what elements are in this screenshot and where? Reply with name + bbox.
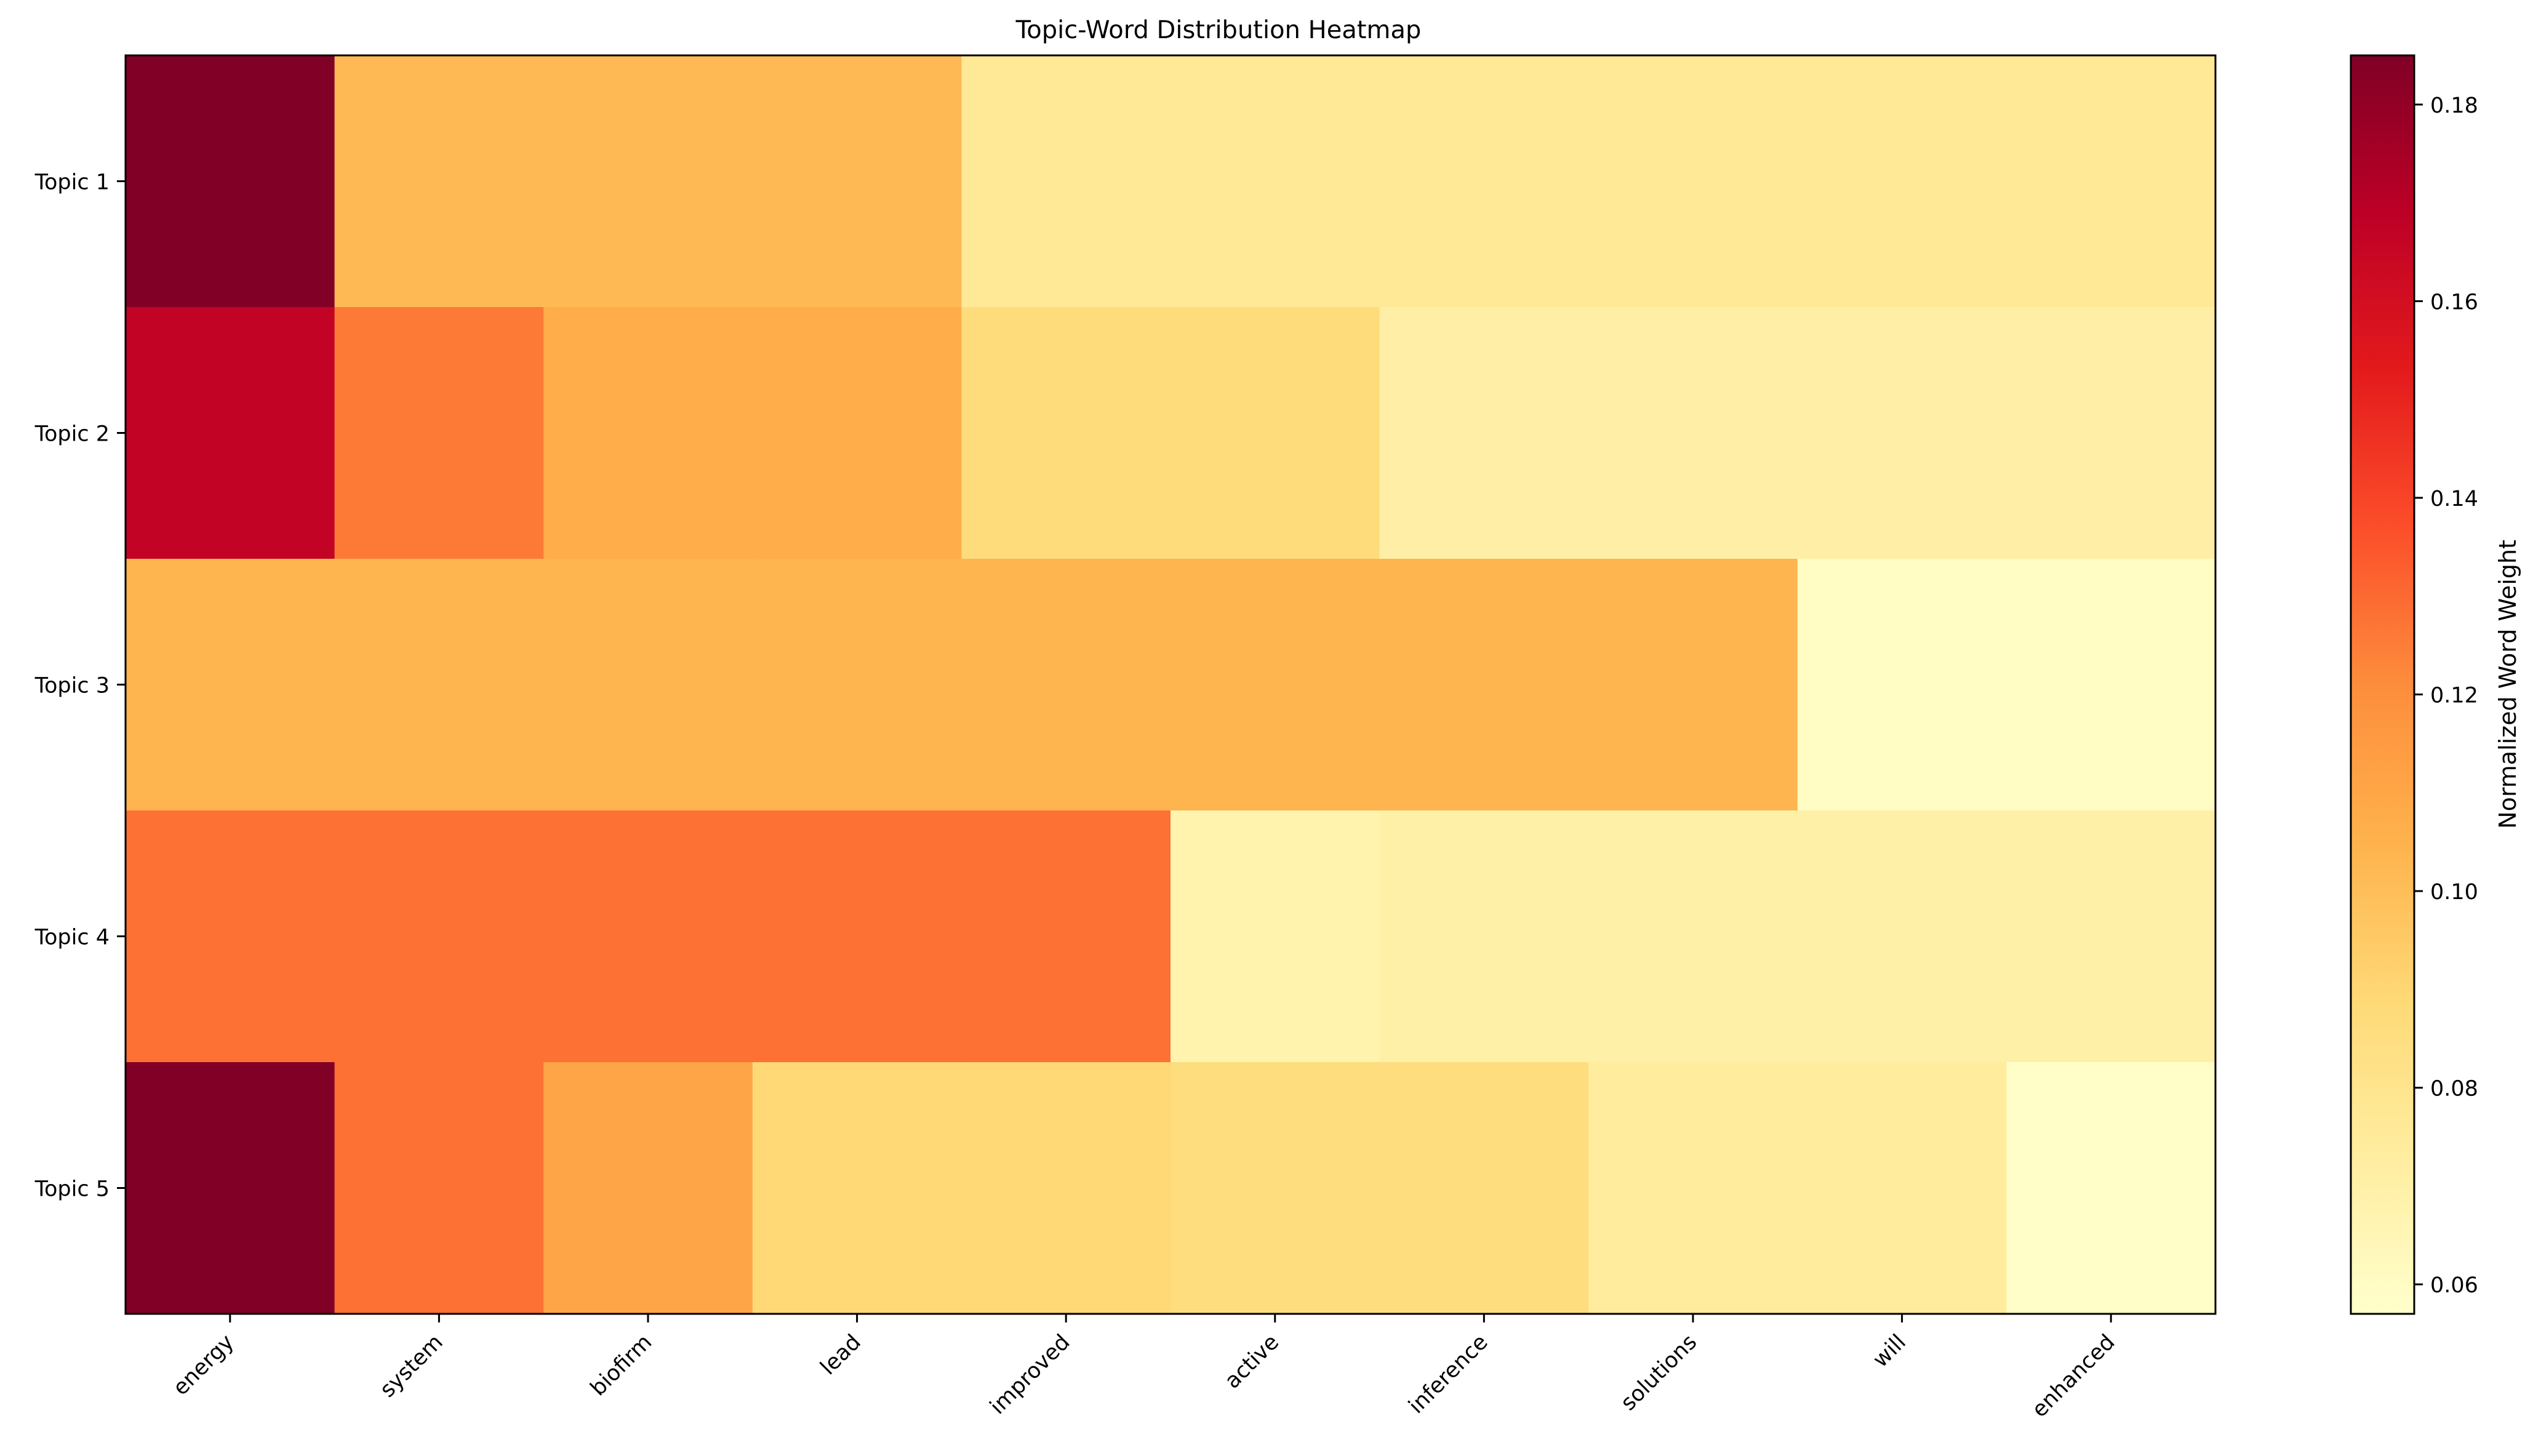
- heatmap-cell: [2006, 1062, 2216, 1314]
- colorbar-tick-label: 0.08: [2430, 1077, 2478, 1102]
- colorbar: [2350, 54, 2415, 1315]
- heatmap-cell: [1588, 810, 1798, 1063]
- heatmap-cell: [126, 307, 335, 559]
- heatmap-cell: [334, 1062, 544, 1314]
- heatmap-cell: [2006, 559, 2216, 811]
- heatmap-cell: [1170, 1062, 1380, 1314]
- heatmap-cell: [543, 1062, 753, 1314]
- heatmap-cell: [126, 55, 335, 308]
- heatmap-cell: [2006, 307, 2216, 559]
- heatmap-cell: [543, 810, 753, 1063]
- heatmap-cell: [2006, 810, 2216, 1063]
- heatmap-cell: [334, 810, 544, 1063]
- heatmap-cell: [1588, 1062, 1798, 1314]
- heatmap-cell: [1379, 1062, 1589, 1314]
- heatmap-cell: [126, 559, 335, 811]
- heatmap-cell: [961, 810, 1171, 1063]
- y-tick-label: Topic 2: [34, 422, 110, 447]
- heatmap-cell: [1379, 55, 1589, 308]
- heatmap-cell: [1797, 559, 2007, 811]
- heatmap-cell: [961, 559, 1171, 811]
- colorbar-tick-label: 0.10: [2430, 880, 2478, 905]
- heatmap-cells: [126, 55, 2216, 1314]
- heatmap-cell: [126, 1062, 335, 1314]
- y-tick-label: Topic 4: [34, 926, 110, 950]
- heatmap-cell: [1797, 810, 2007, 1063]
- heatmap-cell: [961, 1062, 1171, 1314]
- heatmap-cell: [752, 307, 962, 559]
- colorbar-tick-label: 0.06: [2430, 1273, 2478, 1298]
- heatmap-cell: [752, 55, 962, 308]
- chart-title: Topic-Word Distribution Heatmap: [1015, 16, 1422, 44]
- colorbar-tick-label: 0.18: [2430, 94, 2478, 118]
- heatmap-cell: [543, 55, 753, 308]
- y-tick-label: Topic 1: [34, 170, 110, 195]
- y-axis: Topic 1 Topic 2 Topic 3 Topic 4 Topic 5: [34, 170, 126, 1202]
- heatmap-cell: [1170, 810, 1380, 1063]
- heatmap-cell: [1588, 307, 1798, 559]
- heatmap-cell: [1379, 307, 1589, 559]
- colorbar-tick-label: 0.14: [2430, 487, 2478, 511]
- heatmap-cell: [961, 55, 1171, 308]
- heatmap-cell: [1797, 307, 2007, 559]
- y-tick-label: Topic 5: [34, 1177, 110, 1202]
- heatmap-cell: [752, 559, 962, 811]
- heatmap-cell: [1588, 559, 1798, 811]
- heatmap-cell: [1379, 810, 1589, 1063]
- heatmap-cell: [1379, 559, 1589, 811]
- heatmap-cell: [1797, 1062, 2007, 1314]
- heatmap-cell: [1170, 307, 1380, 559]
- heatmap-cell: [2006, 55, 2216, 308]
- heatmap-cell: [543, 559, 753, 811]
- colorbar-tick-label: 0.12: [2430, 683, 2478, 708]
- y-tick-label: Topic 3: [34, 674, 110, 698]
- heatmap-cell: [334, 307, 544, 559]
- heatmap-cell: [961, 307, 1171, 559]
- colorbar-label: Normalized Word Weight: [2494, 540, 2521, 829]
- heatmap-cell: [1588, 55, 1798, 308]
- colorbar-tick-label: 0.16: [2430, 290, 2478, 314]
- heatmap-cell: [543, 307, 753, 559]
- heatmap-cell: [1170, 559, 1380, 811]
- colorbar-ticks: 0.06 0.08 0.10 0.12 0.14 0.16 0.18: [2414, 94, 2478, 1298]
- heatmap-cell: [752, 810, 962, 1063]
- heatmap-cell: [334, 55, 544, 308]
- heatmap-cell: [752, 1062, 962, 1314]
- heatmap-cell: [1797, 55, 2007, 308]
- heatmap-cell: [334, 559, 544, 811]
- heatmap-cell: [126, 810, 335, 1063]
- heatmap-cell: [1170, 55, 1380, 308]
